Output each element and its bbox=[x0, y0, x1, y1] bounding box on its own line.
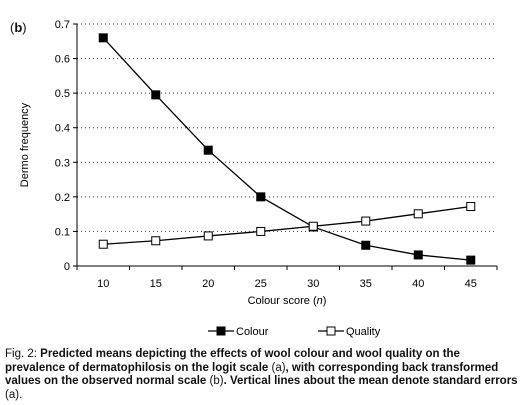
data-point bbox=[256, 226, 266, 236]
data-point bbox=[151, 90, 161, 100]
data-point bbox=[413, 209, 423, 219]
x-tick-label: 45 bbox=[465, 278, 477, 290]
legend-marker bbox=[326, 326, 336, 336]
data-point bbox=[466, 202, 476, 212]
series-quality bbox=[98, 202, 476, 249]
data-point bbox=[256, 192, 266, 202]
x-tick-label: 40 bbox=[412, 278, 424, 290]
data-point bbox=[361, 240, 371, 250]
legend-entry: Colour bbox=[208, 326, 269, 338]
x-axis-label: Colour score (n) bbox=[248, 295, 327, 307]
y-tick-label: 0 bbox=[64, 261, 70, 273]
y-tick-label: 0.7 bbox=[55, 19, 70, 31]
y-tick-label: 0.4 bbox=[55, 123, 70, 135]
data-point bbox=[413, 250, 423, 260]
data-point bbox=[203, 231, 213, 241]
series-line bbox=[103, 205, 471, 245]
line-chart: 00.10.20.30.40.50.60.7 10 15 20 25 30 35 40 45 … bbox=[19, 19, 498, 338]
legend-label: Quality bbox=[346, 326, 381, 338]
data-point bbox=[151, 236, 161, 246]
legend-entry: Quality bbox=[318, 326, 381, 338]
series-colour bbox=[98, 33, 476, 265]
x-tick-label: 15 bbox=[150, 278, 162, 290]
legend: Colour Quality bbox=[208, 326, 381, 338]
x-tick-label: 30 bbox=[307, 278, 319, 290]
figure-caption: Fig. 2: Predicted means depicting the ef… bbox=[5, 348, 518, 401]
data-point bbox=[98, 33, 108, 43]
x-tick-labels: 10 15 20 25 30 35 40 45 bbox=[76, 266, 498, 290]
gridlines bbox=[77, 23, 497, 232]
y-tick-label: 0.1 bbox=[55, 226, 70, 238]
panel-label: (b) bbox=[10, 20, 27, 35]
legend-label: Colour bbox=[236, 326, 269, 338]
series-layer bbox=[98, 33, 476, 265]
data-point bbox=[466, 255, 476, 265]
y-tick-label: 0.5 bbox=[55, 88, 70, 100]
series-line bbox=[102, 37, 471, 261]
data-point bbox=[98, 239, 108, 249]
y-tick-label: 0.6 bbox=[55, 54, 70, 66]
legend-marker bbox=[216, 326, 226, 336]
x-tick-label: 25 bbox=[255, 278, 267, 290]
y-tick-label: 0.3 bbox=[55, 157, 70, 169]
x-tick-label: 10 bbox=[97, 278, 109, 290]
x-tick-label: 35 bbox=[360, 278, 372, 290]
y-tick-label: 0.2 bbox=[55, 192, 70, 204]
data-point bbox=[203, 145, 213, 155]
data-point bbox=[308, 221, 318, 231]
y-axis-label: Dermo frequency bbox=[19, 102, 31, 187]
data-point bbox=[361, 216, 371, 226]
x-tick-label: 20 bbox=[202, 278, 214, 290]
y-tick-labels: 0 0.1 0.2 0.3 0.4 0.5 0.6 0.7 bbox=[55, 19, 77, 273]
